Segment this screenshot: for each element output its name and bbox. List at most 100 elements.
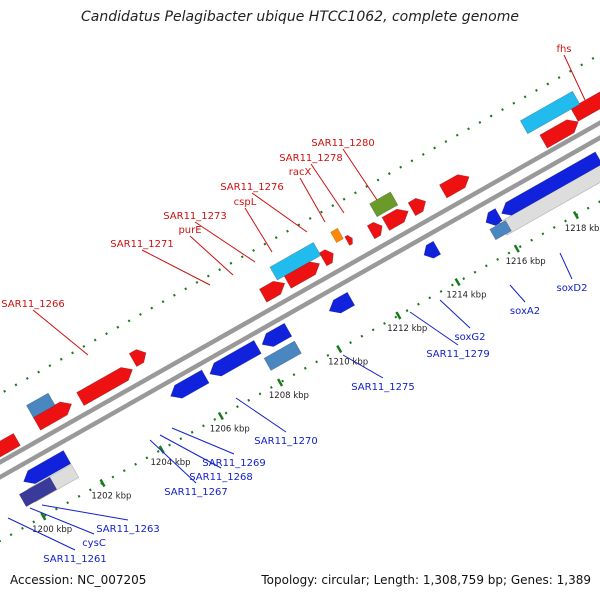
- gene-fwd-3[interactable]: [128, 349, 147, 368]
- kbp-tick-label: 1202 kbp: [91, 492, 131, 502]
- label-soxg2[interactable]: soxG2: [454, 332, 485, 343]
- kbp-tick-label: 1204 kbp: [151, 458, 191, 468]
- gene-fwd-7[interactable]: [366, 221, 383, 240]
- label-leader: [559, 252, 573, 280]
- gene-rev-8[interactable]: [501, 151, 600, 216]
- gene-fwd-2[interactable]: [76, 367, 133, 407]
- label-sar11-1267[interactable]: SAR11_1267: [164, 487, 228, 498]
- kbp-tick: [513, 244, 520, 253]
- label-sar11-1273[interactable]: SAR11_1273: [163, 211, 227, 222]
- kbp-tick-label: 1214 kbp: [446, 291, 486, 301]
- label-sar11-1263[interactable]: SAR11_1263: [96, 524, 160, 535]
- label-leader: [342, 354, 384, 379]
- backbone-line-lower: [0, 135, 600, 480]
- label-sar11-1266-leader: [32, 309, 89, 356]
- label-cspl-leader: [244, 207, 273, 253]
- gene-small-fwd[interactable]: [344, 234, 353, 246]
- gene-fwd-11[interactable]: [570, 88, 600, 122]
- rna-feature-2[interactable]: [519, 90, 581, 135]
- gene-rev-3[interactable]: [209, 339, 262, 377]
- kbp-tick: [454, 277, 461, 287]
- kbp-tick: [99, 478, 106, 488]
- label-sar11-1271-leader: [141, 249, 211, 286]
- gene-fwd-9[interactable]: [407, 197, 427, 217]
- label-sar11-1276-leader: [251, 192, 308, 233]
- label-leader: [235, 397, 287, 433]
- label-sar11-1269[interactable]: SAR11_1269: [202, 458, 266, 469]
- label-sar11-1278[interactable]: SAR11_1278: [279, 153, 343, 164]
- kbp-tick-label: 1210 kbp: [328, 358, 368, 368]
- gene-rev-1[interactable]: [23, 450, 72, 485]
- label-pure-leader: [189, 235, 234, 276]
- label-pure[interactable]: purE: [178, 225, 201, 236]
- label-leader: [159, 434, 222, 469]
- label-sar11-1278-leader: [310, 163, 345, 214]
- kbp-tick-label: 1216 kbp: [506, 257, 546, 267]
- gene-fwd-1[interactable]: [32, 401, 73, 431]
- label-racx-leader: [299, 177, 326, 223]
- kbp-tick-label: 1218 kbp: [565, 224, 600, 234]
- label-racx[interactable]: racX: [289, 167, 312, 178]
- label-sar11-1280[interactable]: SAR11_1280: [311, 138, 375, 149]
- label-sar11-1275[interactable]: SAR11_1275: [351, 382, 415, 393]
- accession-text: Accession: NC_007205: [10, 573, 147, 587]
- rna-feature-rev-2[interactable]: [489, 220, 512, 241]
- gene-fwd-0[interactable]: [0, 432, 21, 458]
- kbp-tick: [40, 512, 47, 521]
- gene-rev-dark[interactable]: [18, 476, 58, 508]
- label-sar11-1279[interactable]: SAR11_1279: [426, 349, 490, 360]
- label-sar11-1261[interactable]: SAR11_1261: [43, 554, 107, 565]
- kbp-ruler: 1200 kbp 1202 kbp 1204 kbp 1206 kbp 1208 kbp…: [32, 211, 600, 535]
- genome-backbone: [0, 120, 600, 480]
- gene-fwd-6[interactable]: [318, 249, 334, 267]
- label-sar11-1280-leader: [342, 148, 378, 201]
- kbp-tick-label: 1212 kbp: [387, 324, 427, 334]
- gene-labels: SAR11_1266 SAR11_1271 purE SAR11_1273 cspL SA…: [1, 44, 587, 565]
- gene-cspl-highlight[interactable]: [330, 227, 344, 244]
- backbone-line-upper: [0, 120, 600, 465]
- guide-lines: [0, 53, 600, 543]
- label-leader: [29, 507, 95, 535]
- gene-fwd-8[interactable]: [381, 208, 409, 231]
- gene-rev-2[interactable]: [170, 369, 210, 399]
- label-sar11-1271[interactable]: SAR11_1271: [110, 239, 174, 250]
- label-soxa2[interactable]: soxA2: [510, 306, 540, 317]
- kbp-tick-label: 1208 kbp: [269, 391, 309, 401]
- gene-rev-4[interactable]: [261, 322, 293, 347]
- gene-rev-5[interactable]: [328, 291, 356, 314]
- label-sar11-1273-leader: [194, 221, 256, 263]
- label-cspl[interactable]: cspL: [234, 197, 257, 208]
- gene-rev-7[interactable]: [485, 208, 504, 226]
- gene-fwd-12[interactable]: [539, 119, 579, 149]
- label-cysc[interactable]: cysC: [82, 538, 106, 549]
- label-leader: [439, 299, 471, 329]
- label-leader: [149, 439, 197, 484]
- kbp-tick: [217, 411, 224, 421]
- genome-stats: Topology: circular; Length: 1,308,759 bp…: [261, 573, 591, 587]
- map-title: Candidatus Pelagibacter ubique HTCC1062,…: [80, 9, 519, 25]
- label-fhs[interactable]: fhs: [556, 44, 571, 55]
- gene-rev-6[interactable]: [423, 240, 442, 259]
- kbp-tick: [276, 378, 284, 387]
- label-leader: [7, 517, 76, 551]
- rna-feature-0[interactable]: [25, 392, 56, 419]
- kbp-tick: [572, 211, 580, 220]
- gene-fwd-4[interactable]: [258, 280, 286, 303]
- label-soxd2[interactable]: soxD2: [556, 283, 587, 294]
- kbp-tick-label: 1200 kbp: [32, 525, 72, 535]
- label-fhs-leader: [563, 54, 586, 101]
- label-sar11-1268[interactable]: SAR11_1268: [189, 472, 253, 483]
- rna-feature-rev-1[interactable]: [263, 340, 302, 371]
- gene-fwd-10[interactable]: [438, 174, 470, 199]
- gene-racx-highlight[interactable]: [369, 191, 399, 218]
- label-leader: [409, 311, 459, 346]
- rna-feature-1[interactable]: [269, 241, 322, 281]
- label-sar11-1276[interactable]: SAR11_1276: [220, 182, 284, 193]
- gene-features: [0, 88, 600, 508]
- kbp-tick: [336, 344, 343, 354]
- label-leader: [41, 504, 129, 521]
- label-sar11-1270[interactable]: SAR11_1270: [254, 436, 318, 447]
- label-sar11-1266[interactable]: SAR11_1266: [1, 299, 65, 310]
- label-leader: [171, 427, 235, 455]
